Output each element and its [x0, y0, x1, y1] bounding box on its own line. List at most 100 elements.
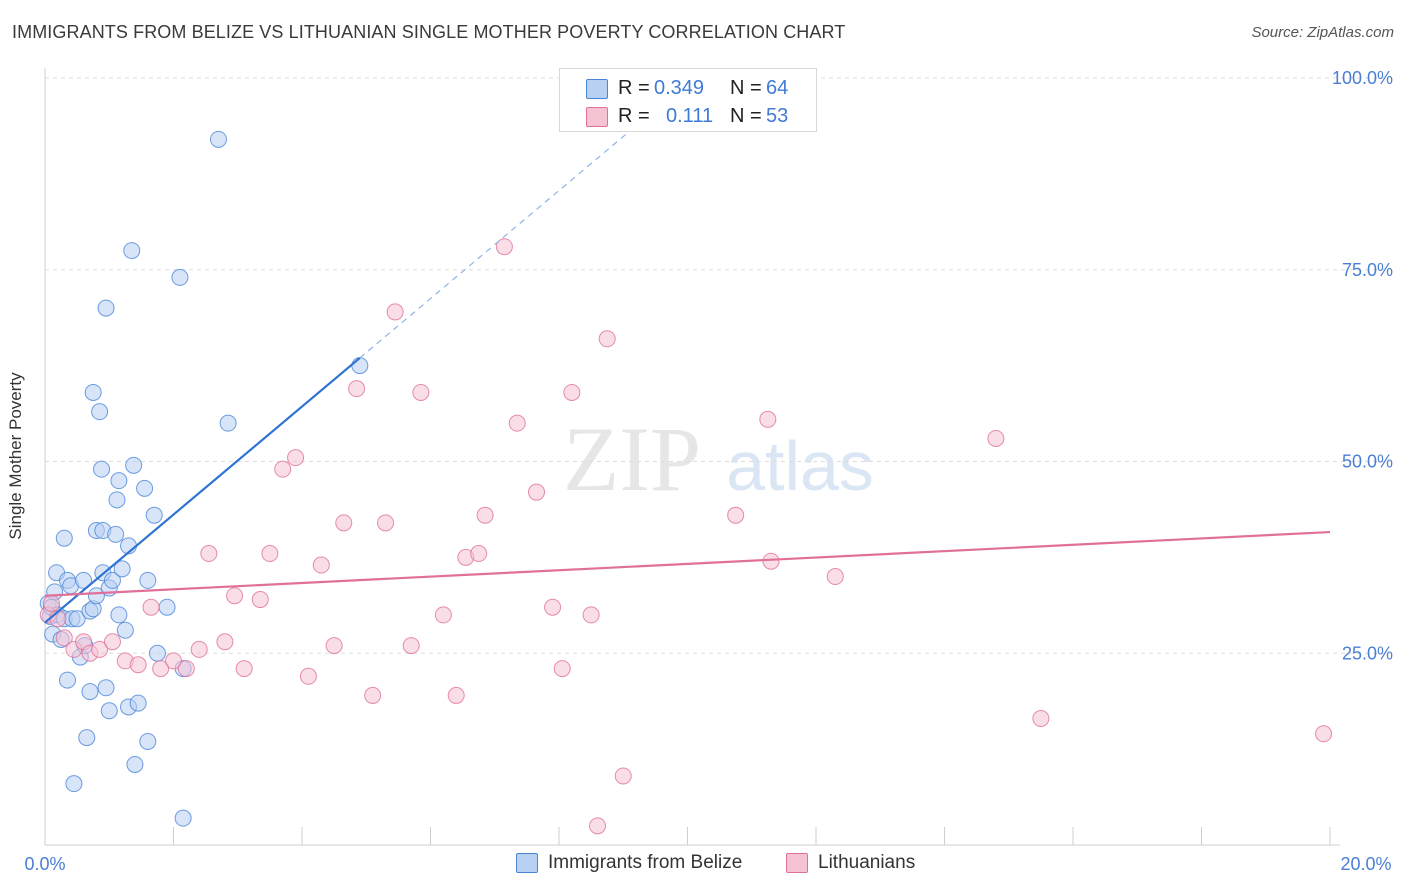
- legend-r-value: 0.111: [666, 105, 714, 127]
- legend-row-belize: R = 0.349 N = 64: [560, 75, 816, 103]
- belize-trend-extension: [359, 71, 701, 359]
- belize-point: [126, 755, 144, 773]
- lithuanian-point: [412, 383, 430, 401]
- belize-point: [65, 775, 83, 793]
- lithuanian-point: [759, 410, 777, 428]
- belize-point: [58, 671, 76, 689]
- lithuanian-point: [251, 591, 269, 609]
- belize-point: [93, 460, 111, 478]
- belize-point: [113, 560, 131, 578]
- lithuanian-point: [287, 449, 305, 467]
- lithuanian-trend-line: [44, 530, 1331, 597]
- belize-point: [148, 644, 166, 662]
- lithuanian-point: [589, 817, 607, 835]
- legend-r-label: R =: [618, 105, 650, 127]
- lithuanian-point: [528, 483, 546, 501]
- y-axis-label: Single Mother Poverty: [6, 372, 25, 540]
- belize-point: [100, 702, 118, 720]
- lithuanian-point: [402, 637, 420, 655]
- lithuanian-point: [142, 598, 160, 616]
- lithuanian-point: [274, 460, 292, 478]
- lithuanian-point: [434, 606, 452, 624]
- belize-point: [110, 472, 128, 490]
- belize-trend-line: [44, 357, 361, 624]
- lithuanian-point: [598, 330, 616, 348]
- lithuanian-point: [91, 640, 109, 658]
- belize-point: [351, 357, 369, 375]
- lithuanian-point: [377, 514, 395, 532]
- lithuanian-point: [987, 429, 1005, 447]
- belize-point: [84, 383, 102, 401]
- lithuanian-point: [553, 660, 571, 678]
- belize-point: [97, 679, 115, 697]
- legend-n-label: N =: [730, 77, 762, 99]
- watermark-zip: ZIP: [563, 408, 701, 510]
- belize-point: [87, 587, 105, 605]
- lithuanian-point: [261, 545, 279, 563]
- belize-point: [97, 299, 115, 317]
- chart-title: IMMIGRANTS FROM BELIZE VS LITHUANIAN SIN…: [12, 22, 846, 42]
- correlation-legend: R = 0.349 N = 64 R = 0.111 N = 53: [559, 68, 817, 132]
- legend-swatch-blue: [586, 79, 608, 99]
- x-tick-label: 20.0%: [1340, 854, 1391, 874]
- bottom-legend-label: Immigrants from Belize: [548, 852, 743, 873]
- belize-point: [171, 268, 189, 286]
- legend-r-value: 0.349: [654, 77, 705, 99]
- belize-point: [219, 414, 237, 432]
- lithuanian-point: [226, 587, 244, 605]
- legend-n-value: 64: [766, 77, 789, 99]
- lithuanian-point: [826, 568, 844, 586]
- bottom-legend-label: Lithuanians: [818, 852, 916, 873]
- lithuanian-point: [476, 506, 494, 524]
- lithuanian-point: [190, 640, 208, 658]
- lithuanian-point: [299, 667, 317, 685]
- legend-swatch-pink: [586, 107, 608, 127]
- belize-point: [209, 130, 227, 148]
- belize-point: [108, 491, 126, 509]
- lithuanian-point: [55, 629, 73, 647]
- lithuanian-point: [762, 552, 780, 570]
- y-tick-label: 25.0%: [1342, 643, 1393, 663]
- lithuanian-point: [200, 545, 218, 563]
- y-tick-label: 75.0%: [1342, 260, 1393, 280]
- lithuanian-point: [508, 414, 526, 432]
- legend-n-value: 53: [766, 105, 789, 127]
- chart-source: Source: ZipAtlas.com: [1251, 24, 1394, 41]
- belize-point: [107, 525, 125, 543]
- lithuanian-point: [103, 633, 121, 651]
- belize-point: [139, 732, 157, 750]
- lithuanian-point: [470, 545, 488, 563]
- belize-point: [81, 683, 99, 701]
- lithuanian-point: [165, 652, 182, 670]
- belize-point: [55, 529, 73, 547]
- lithuanian-point: [152, 660, 170, 678]
- lithuanian-point: [216, 633, 234, 651]
- x-tick-label: 0.0%: [24, 854, 65, 874]
- lithuanian-point: [544, 598, 562, 616]
- belize-point: [136, 479, 154, 497]
- belize-point: [110, 606, 128, 624]
- lithuanian-point: [614, 767, 632, 785]
- belize-point: [68, 610, 86, 628]
- y-tick-label: 100.0%: [1332, 68, 1393, 88]
- lithuanian-point: [1315, 725, 1333, 743]
- belize-point: [116, 621, 134, 639]
- belize-point: [75, 571, 93, 589]
- watermark-atlas: atlas: [726, 427, 874, 505]
- lithuanian-point: [325, 637, 343, 655]
- belize-point: [78, 729, 96, 747]
- lithuanian-point: [235, 660, 253, 678]
- legend-row-lithuanians: R = 0.111 N = 53: [560, 103, 816, 131]
- lithuanian-point: [727, 506, 745, 524]
- lithuanian-point: [495, 238, 513, 256]
- lithuanian-point: [348, 380, 366, 398]
- lithuanian-point: [312, 556, 330, 574]
- lithuanian-point: [386, 303, 404, 321]
- lithuanian-point: [177, 660, 195, 678]
- legend-r-label: R =: [618, 77, 650, 99]
- bottom-legend-swatch-blue: [516, 853, 538, 873]
- belize-point: [129, 694, 147, 712]
- lithuanian-point: [335, 514, 353, 532]
- lithuanian-point: [364, 686, 382, 704]
